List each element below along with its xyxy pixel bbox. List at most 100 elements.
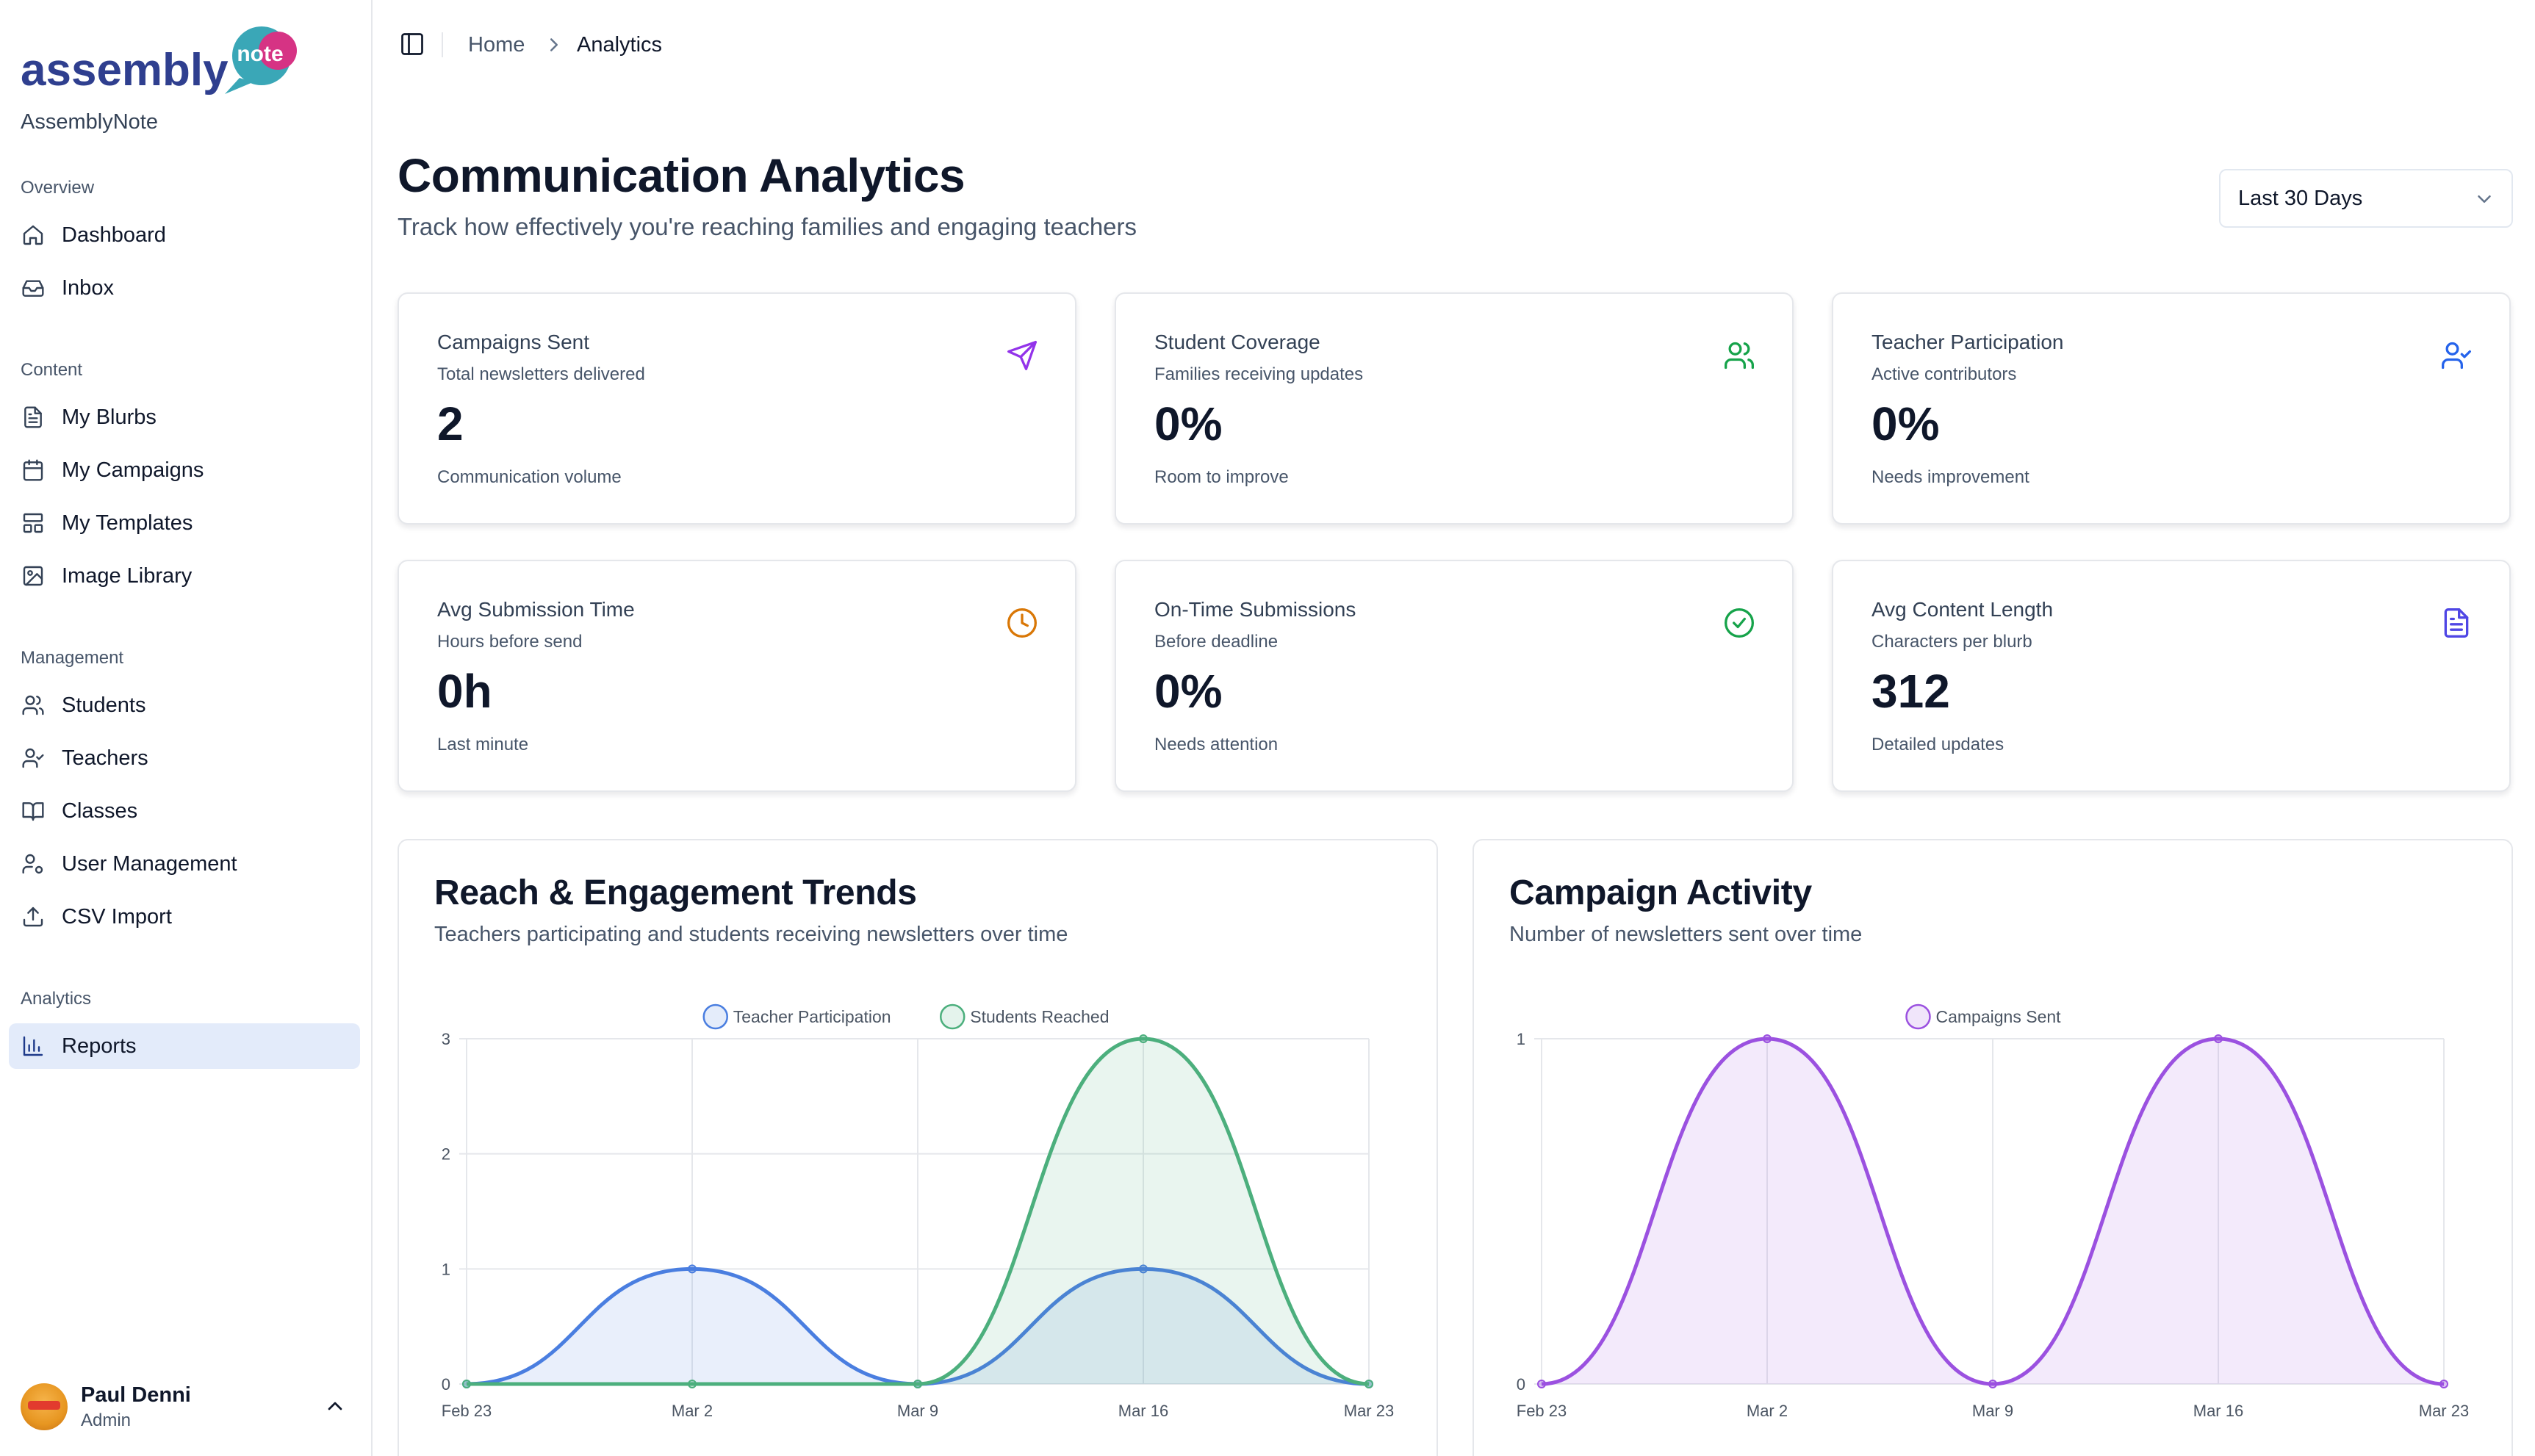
sidebar-item-user-management[interactable]: User Management [9, 841, 360, 887]
sidebar-item-teachers[interactable]: Teachers [9, 735, 360, 781]
sidebar-item-label: My Campaigns [62, 458, 204, 482]
bar-chart-icon [21, 1034, 46, 1059]
chevron-up-icon [328, 1402, 342, 1410]
upload-icon [21, 904, 46, 929]
stat-title: Avg Submission Time [437, 598, 635, 621]
page-subtitle: Track how effectively you're reaching fa… [398, 213, 1137, 240]
send-icon [1006, 339, 1038, 372]
book-open-icon [21, 799, 46, 823]
stat-value: 0h [437, 665, 492, 718]
user-check-icon [21, 746, 46, 771]
user-menu[interactable]: Paul Denni Admin [9, 1374, 360, 1440]
campaign-activity-chart: 0 1 Feb 23 Mar 2 Mar 9 Mar 16 Mar 23 Campaigns … [1517, 1003, 2469, 1420]
y-tick-label: 3 [442, 1030, 450, 1048]
nav-group-label-analytics: Analytics [21, 989, 92, 1009]
file-text-icon [2440, 607, 2473, 639]
series-area [1542, 1039, 2444, 1384]
data-point [2439, 1380, 2448, 1388]
home-icon [21, 223, 46, 248]
data-point [688, 1264, 697, 1274]
y-tick-label: 0 [442, 1375, 450, 1394]
stat-note: Needs attention [1154, 735, 1279, 754]
sidebar-item-my-blurbs[interactable]: My Blurbs [9, 394, 360, 440]
stat-value: 2 [437, 397, 464, 450]
sidebar-toggle-icon[interactable] [399, 31, 425, 57]
user-role: Admin [81, 1410, 132, 1430]
x-tick-label: Feb 23 [1517, 1402, 1567, 1420]
y-tick-label: 1 [442, 1260, 450, 1278]
x-tick-label: Mar 2 [672, 1402, 713, 1420]
x-tick-label: Mar 16 [2193, 1402, 2243, 1420]
breadcrumb-current: Analytics [577, 33, 663, 57]
stat-subtitle: Total newsletters delivered [437, 364, 645, 384]
sidebar-item-classes[interactable]: Classes [9, 788, 360, 834]
chart-panel-reach-engagement: 0 1 2 3 Feb 23 Mar 2 Mar 9 Mar 16 Mar 23 Teacher … [398, 839, 1438, 1456]
chevron-down-icon [2478, 195, 2491, 203]
stat-title: Teacher Participation [1871, 331, 2064, 353]
stat-note: Needs improvement [1871, 467, 2029, 487]
chart-subtitle: Teachers participating and students rece… [434, 923, 1068, 946]
sidebar-item-students[interactable]: Students [9, 682, 360, 728]
sidebar-item-my-campaigns[interactable]: My Campaigns [9, 447, 360, 493]
stat-card-student-coverage: Student Coverage Families receiving upda… [1115, 292, 1794, 525]
image-icon [21, 563, 46, 588]
data-point [1364, 1380, 1373, 1388]
x-tick-label: Mar 9 [897, 1402, 938, 1420]
data-point [1763, 1034, 1772, 1043]
inbox-icon [21, 275, 46, 300]
data-point [688, 1380, 697, 1388]
legend-swatch [940, 1003, 966, 1030]
stat-value: 0% [1154, 397, 1223, 450]
stat-subtitle: Families receiving updates [1154, 364, 1364, 384]
stat-card-avg-content-length: Avg Content Length Characters per blurb … [1832, 560, 2511, 792]
sidebar-item-reports[interactable]: Reports [9, 1023, 360, 1069]
sidebar-item-label: My Templates [62, 511, 193, 535]
data-point [913, 1380, 922, 1388]
nav-group-label-overview: Overview [21, 178, 95, 198]
stat-card-campaigns-sent: Campaigns Sent Total newsletters deliver… [398, 292, 1076, 525]
page-title: Communication Analytics [398, 149, 966, 202]
series-line [466, 1037, 1370, 1386]
chart-title: Campaign Activity [1509, 873, 1812, 912]
logo-bubble-text: note [237, 42, 283, 66]
stat-card-avg-submission-time: Avg Submission Time Hours before send 0h… [398, 560, 1076, 792]
legend-label: Campaigns Sent [1936, 1007, 2062, 1026]
stat-note: Communication volume [437, 467, 622, 487]
assemblynote-logo[interactable]: note assembly [19, 19, 313, 101]
stat-subtitle: Characters per blurb [1871, 632, 2032, 652]
sidebar-item-label: Reports [62, 1034, 137, 1058]
sidebar-item-dashboard[interactable]: Dashboard [9, 212, 360, 258]
x-tick-label: Mar 9 [1972, 1402, 2013, 1420]
sidebar-item-label: Teachers [62, 746, 148, 770]
date-range-select[interactable]: Last 30 Days [2219, 169, 2513, 228]
x-tick-label: Mar 2 [1747, 1402, 1788, 1420]
series-area [467, 1039, 1369, 1384]
y-tick-label: 1 [1517, 1030, 1525, 1048]
sidebar-item-label: CSV Import [62, 904, 172, 929]
stat-title: Avg Content Length [1871, 598, 2054, 621]
user-name: Paul Denni [81, 1383, 191, 1407]
stat-card-on-time-submissions: On-Time Submissions Before deadline 0% N… [1115, 560, 1794, 792]
data-point [1139, 1034, 1148, 1043]
chart-panel-campaign-activity: 0 1 Feb 23 Mar 2 Mar 9 Mar 16 Mar 23 Campaigns … [1473, 839, 2513, 1456]
data-point [462, 1380, 471, 1388]
sidebar: note assembly AssemblyNote Overview Dash… [0, 0, 373, 1456]
data-point [2214, 1034, 2223, 1043]
x-tick-label: Mar 16 [1118, 1402, 1168, 1420]
sidebar-item-my-templates[interactable]: My Templates [9, 500, 360, 546]
series-line [1541, 1037, 2445, 1386]
sidebar-item-image-library[interactable]: Image Library [9, 553, 360, 599]
users-icon [21, 693, 46, 718]
breadcrumb-home[interactable]: Home [468, 33, 525, 57]
sidebar-item-label: Dashboard [62, 223, 166, 247]
chart-subtitle: Number of newsletters sent over time [1509, 923, 1863, 946]
nav-group-label-management: Management [21, 648, 124, 668]
sidebar-item-csv-import[interactable]: CSV Import [9, 894, 360, 940]
legend-swatch [1905, 1003, 1931, 1030]
data-point [1988, 1380, 1997, 1388]
y-tick-label: 0 [1517, 1375, 1525, 1394]
legend-label: Students Reached [970, 1007, 1109, 1026]
legend-label: Teacher Participation [733, 1007, 891, 1026]
sidebar-item-inbox[interactable]: Inbox [9, 265, 360, 311]
users-icon [1723, 339, 1755, 372]
